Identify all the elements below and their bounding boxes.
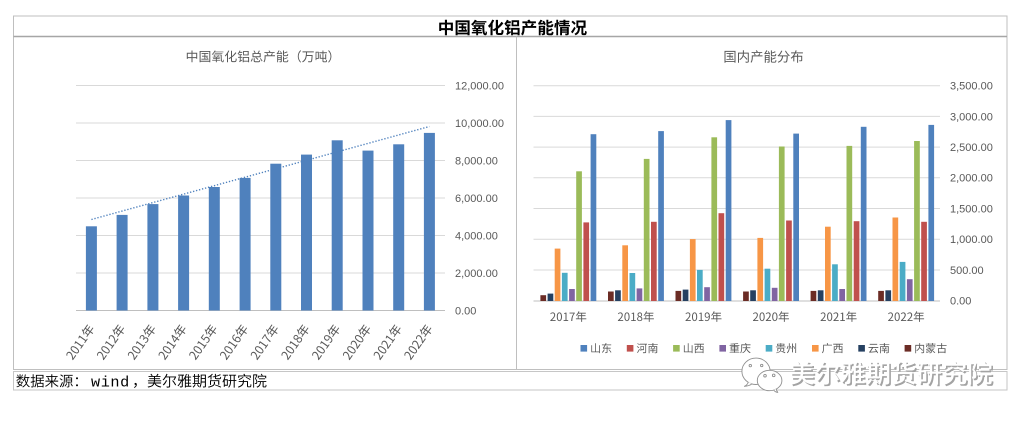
svg-text:6,000.00: 6,000.00 xyxy=(455,193,498,205)
svg-text:wind: wind xyxy=(91,373,130,391)
svg-text:12,000.00: 12,000.00 xyxy=(455,80,504,92)
svg-text:2,000.00: 2,000.00 xyxy=(455,268,498,280)
svg-text:1,500.00: 1,500.00 xyxy=(950,203,993,215)
svg-text:10,000.00: 10,000.00 xyxy=(455,118,504,130)
svg-text:0.00: 0.00 xyxy=(950,296,971,308)
svg-text:500.00: 500.00 xyxy=(950,265,984,277)
svg-text:8,000.00: 8,000.00 xyxy=(455,155,498,167)
svg-text:3,000.00: 3,000.00 xyxy=(950,111,993,123)
svg-text:4,000.00: 4,000.00 xyxy=(455,230,498,242)
svg-text:2,000.00: 2,000.00 xyxy=(950,173,993,185)
svg-text:1,000.00: 1,000.00 xyxy=(950,234,993,246)
svg-text:0.00: 0.00 xyxy=(455,305,476,317)
svg-text:3,500.00: 3,500.00 xyxy=(950,81,993,93)
svg-text:2,500.00: 2,500.00 xyxy=(950,142,993,154)
